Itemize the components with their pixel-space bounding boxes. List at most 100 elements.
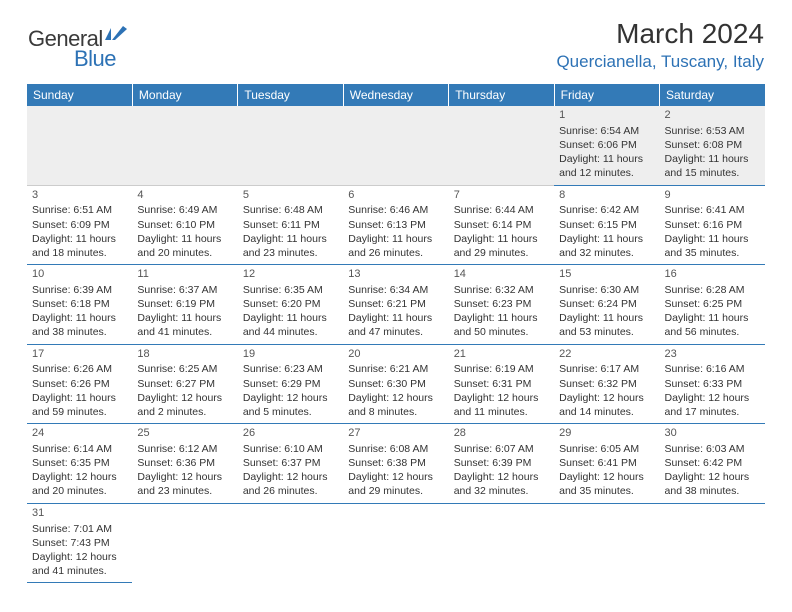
daylight-line: Daylight: 12 hours and 38 minutes. (665, 471, 750, 497)
calendar-day: 3Sunrise: 6:51 AMSunset: 6:09 PMDaylight… (27, 185, 132, 265)
sunset-line: Sunset: 6:23 PM (454, 298, 532, 310)
sunset-line: Sunset: 6:08 PM (665, 139, 743, 151)
day-number: 28 (454, 426, 549, 441)
weekday-header: Friday (554, 84, 659, 106)
calendar-day: 18Sunrise: 6:25 AMSunset: 6:27 PMDayligh… (132, 344, 237, 424)
calendar-empty (554, 503, 659, 583)
sunset-line: Sunset: 6:38 PM (348, 457, 426, 469)
day-number: 16 (665, 267, 760, 282)
day-number: 4 (137, 188, 232, 203)
day-number: 9 (665, 188, 760, 203)
calendar-empty (132, 106, 237, 185)
daylight-line: Daylight: 12 hours and 35 minutes. (559, 471, 644, 497)
day-number: 27 (348, 426, 443, 441)
sunset-line: Sunset: 6:16 PM (665, 219, 743, 231)
daylight-line: Daylight: 11 hours and 53 minutes. (559, 312, 643, 338)
day-number: 3 (32, 188, 127, 203)
sunset-line: Sunset: 6:39 PM (454, 457, 532, 469)
daylight-line: Daylight: 12 hours and 29 minutes. (348, 471, 433, 497)
flag-icon (105, 26, 127, 42)
sunrise-line: Sunrise: 6:41 AM (665, 204, 745, 216)
weekday-header: Thursday (449, 84, 554, 106)
calendar-day: 6Sunrise: 6:46 AMSunset: 6:13 PMDaylight… (343, 185, 448, 265)
calendar-day: 17Sunrise: 6:26 AM Sunset: 6:26 PM Dayligh… (27, 344, 132, 424)
daylight-line: Daylight: 11 hours and 50 minutes. (454, 312, 538, 338)
calendar-day: 1Sunrise: 6:54 AMSunset: 6:06 PMDaylight… (554, 106, 659, 185)
daylight-line: Daylight: 11 hours and 47 minutes. (348, 312, 432, 338)
daylight-line: Daylight: 12 hours and 11 minutes. (454, 392, 539, 418)
day-number: 6 (348, 188, 443, 203)
calendar-empty (238, 106, 343, 185)
calendar-day: 10Sunrise: 6:39 AMSunset: 6:18 PMDayligh… (27, 265, 132, 345)
sunrise-line: Sunrise: 6:46 AM (348, 204, 428, 216)
daylight-line: Daylight: 12 hours and 20 minutes. (32, 471, 117, 497)
daylight-line: Daylight: 12 hours and 23 minutes. (137, 471, 222, 497)
weekday-header: Sunday (27, 84, 132, 106)
sunset-line: Sunset: 7:43 PM (32, 537, 110, 549)
calendar-empty (449, 503, 554, 583)
sunset-line: Sunset: 6:26 PM (32, 378, 110, 390)
daylight-line: Daylight: 12 hours and 26 minutes. (243, 471, 328, 497)
sunrise-line: Sunrise: 6:53 AM (665, 125, 745, 137)
daylight-line: Daylight: 11 hours and 29 minutes. (454, 233, 538, 259)
calendar-day: 27 Sunrise: 6:08 AM Sunset: 6:38 PM Dayligh… (343, 424, 448, 504)
title-block: March 2024 Quercianella, Tuscany, Italy (556, 18, 764, 72)
calendar-day: 20Sunrise: 6:21 AMSunset: 6:30 PMDayligh… (343, 344, 448, 424)
day-number: 24 (32, 426, 127, 441)
sunset-line: Sunset: 6:14 PM (454, 219, 532, 231)
sunrise-line: Sunrise: 6:48 AM (243, 204, 323, 216)
day-number: 29 (559, 426, 654, 441)
sunrise-line: Sunrise: 6:51 AM (32, 204, 112, 216)
calendar-row: 31Sunrise: 7:01 AMSunset: 7:43 PMDayligh… (27, 503, 765, 583)
sunrise-line: Sunrise: 6:08 AM (348, 443, 428, 455)
daylight-line: Daylight: 11 hours and 38 minutes. (32, 312, 116, 338)
calendar-day: 5Sunrise: 6:48 AMSunset: 6:11 PMDaylight… (238, 185, 343, 265)
sunset-line: Sunset: 6:31 PM (454, 378, 532, 390)
calendar-empty (343, 106, 448, 185)
day-number: 30 (665, 426, 760, 441)
sunrise-line: Sunrise: 6:26 AM (32, 363, 112, 375)
calendar-day: 31Sunrise: 7:01 AMSunset: 7:43 PMDayligh… (27, 503, 132, 583)
day-number: 5 (243, 188, 338, 203)
sunset-line: Sunset: 6:24 PM (559, 298, 637, 310)
weekday-header: Tuesday (238, 84, 343, 106)
calendar-day: 22Sunrise: 6:17 AMSunset: 6:32 PMDayligh… (554, 344, 659, 424)
sunrise-line: Sunrise: 6:28 AM (665, 284, 745, 296)
calendar-day: 24Sunrise: 6:14 AMSunset: 6:35 PMDayligh… (27, 424, 132, 504)
day-number: 10 (32, 267, 127, 282)
sunrise-line: Sunrise: 6:54 AM (559, 125, 639, 137)
sunrise-line: Sunrise: 6:19 AM (454, 363, 534, 375)
sunrise-line: Sunrise: 6:12 AM (137, 443, 217, 455)
sunrise-line: Sunrise: 6:42 AM (559, 204, 639, 216)
sunrise-line: Sunrise: 6:17 AM (559, 363, 639, 375)
sunset-line: Sunset: 6:18 PM (32, 298, 110, 310)
calendar-day: 30Sunrise: 6:03 AMSunset: 6:42 PMDayligh… (660, 424, 765, 504)
calendar-row: 1Sunrise: 6:54 AMSunset: 6:06 PMDaylight… (27, 106, 765, 185)
sunrise-line: Sunrise: 6:07 AM (454, 443, 534, 455)
calendar-empty (660, 503, 765, 583)
calendar-day: 2Sunrise: 6:53 AMSunset: 6:08 PMDaylight… (660, 106, 765, 185)
day-number: 7 (454, 188, 549, 203)
calendar-day: 29Sunrise: 6:05 AMSunset: 6:41 PMDayligh… (554, 424, 659, 504)
day-number: 11 (137, 267, 232, 282)
day-number: 18 (137, 347, 232, 362)
daylight-line: Daylight: 12 hours and 2 minutes. (137, 392, 222, 418)
sunrise-line: Sunrise: 6:44 AM (454, 204, 534, 216)
calendar-day: 19Sunrise: 6:23 AMSunset: 6:29 PMDayligh… (238, 344, 343, 424)
logo: GeneralBlue (28, 18, 127, 72)
sunset-line: Sunset: 6:11 PM (243, 219, 320, 231)
calendar-day: 25Sunrise: 6:12 AMSunset: 6:36 PMDayligh… (132, 424, 237, 504)
daylight-line: Daylight: 12 hours and 32 minutes. (454, 471, 539, 497)
sunrise-line: Sunrise: 6:30 AM (559, 284, 639, 296)
daylight-line: Daylight: 11 hours and 59 minutes. (32, 392, 116, 418)
sunrise-line: Sunrise: 6:23 AM (243, 363, 323, 375)
sunset-line: Sunset: 6:27 PM (137, 378, 215, 390)
day-number: 17 (32, 347, 127, 362)
daylight-line: Daylight: 11 hours and 56 minutes. (665, 312, 749, 338)
calendar-day: 7Sunrise: 6:44 AM Sunset: 6:14 PM Daylight… (449, 185, 554, 265)
sunset-line: Sunset: 6:15 PM (559, 219, 637, 231)
calendar-day: 13Sunrise: 6:34 AMSunset: 6:21 PMDayligh… (343, 265, 448, 345)
sunset-line: Sunset: 6:13 PM (348, 219, 426, 231)
daylight-line: Daylight: 12 hours and 17 minutes. (665, 392, 750, 418)
day-number: 20 (348, 347, 443, 362)
